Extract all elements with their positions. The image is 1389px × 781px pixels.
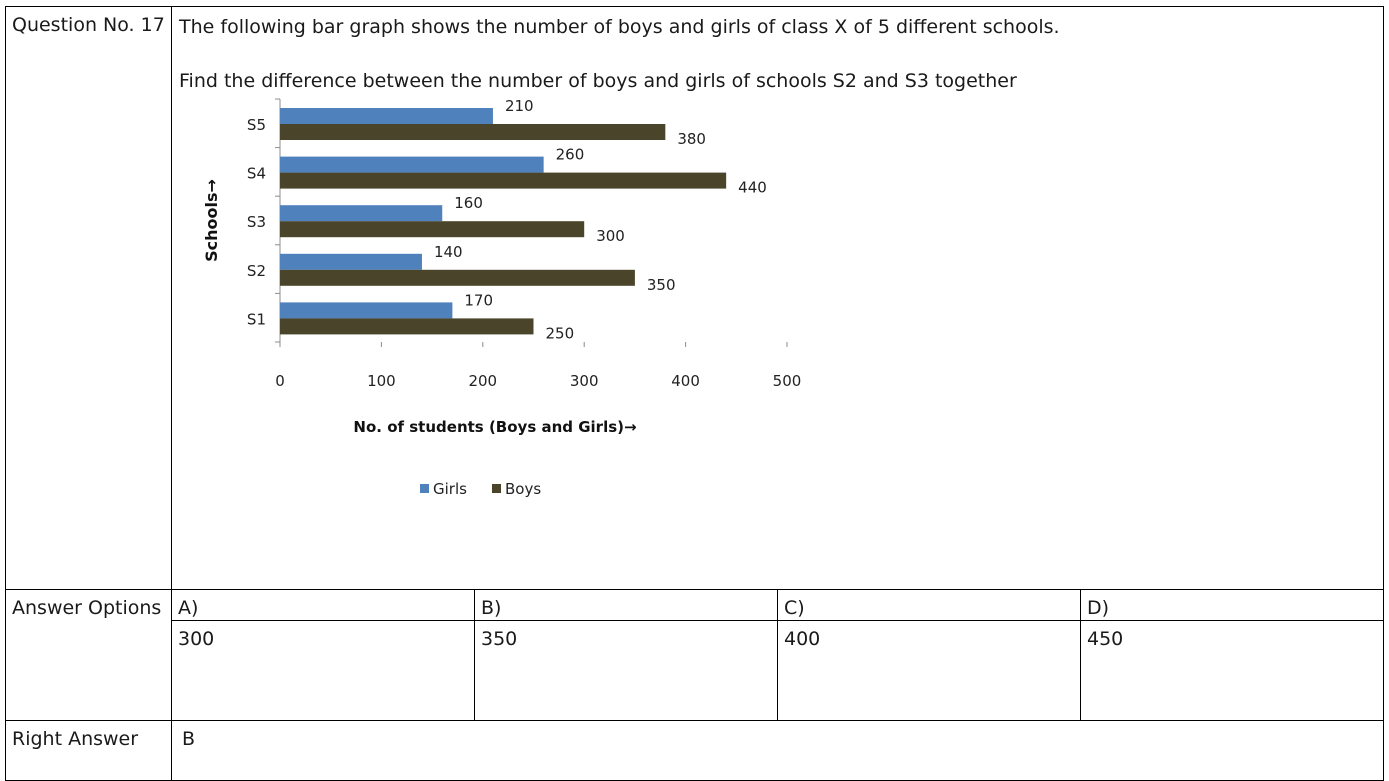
bar-chart: 0 100 200 300 400 500 170 250 S1 140 350 S2 160 300 S3…: [180, 93, 820, 513]
right-answer-label: Right Answer: [5, 720, 172, 781]
legend-label-boys: Boys: [505, 480, 541, 498]
bar-girls-s5: [280, 108, 493, 124]
bar-girls-s4: [280, 156, 544, 173]
right-answer-value: B: [171, 720, 1384, 781]
y-tick-label-s2: S2: [247, 262, 266, 280]
bar-boys-s3: [280, 221, 585, 238]
question-table: Question No. 17 The following bar graph …: [5, 6, 1384, 781]
data-label-girls-s4: 260: [556, 146, 585, 164]
option-value-a: 300: [171, 620, 475, 721]
bar-boys-s5: [280, 124, 666, 140]
answer-values-row: 300 350 400 450: [6, 620, 1384, 721]
bar-boys-s2: [280, 269, 635, 286]
option-letter-d: D): [1080, 589, 1384, 621]
option-letter-b: B): [474, 589, 778, 621]
data-label-girls-s3: 160: [454, 194, 483, 212]
data-label-girls-s5: 210: [505, 97, 534, 115]
option-value-d: 450: [1080, 620, 1384, 721]
x-axis-label: No. of students (Boys and Girls)→: [353, 418, 636, 436]
data-label-boys-s1: 250: [546, 324, 575, 342]
x-tick-label: 500: [773, 372, 802, 390]
bar-chart-svg: 0 100 200 300 400 500 170 250 S1 140 350 S2 160 300 S3…: [202, 97, 802, 498]
x-tick-label: 300: [570, 372, 599, 390]
option-letter-c: C): [777, 589, 1081, 621]
data-label-girls-s1: 170: [464, 291, 493, 309]
question-text-line2: Find the difference between the number o…: [179, 70, 1017, 92]
data-label-boys-s3: 300: [596, 227, 625, 245]
bar-girls-s1: [280, 302, 453, 319]
question-content: The following bar graph shows the number…: [171, 6, 1384, 590]
x-tick-label: 400: [671, 372, 700, 390]
bar-boys-s4: [280, 172, 727, 189]
question-sheet: Question No. 17 The following bar graph …: [5, 6, 1384, 781]
legend-swatch-girls: [420, 484, 429, 493]
option-letter-a: A): [171, 589, 475, 621]
answer-letters-row: Answer Options A) B) C) D): [5, 589, 1384, 721]
bar-boys-s1: [280, 318, 534, 335]
y-axis-label: Schools→: [202, 179, 221, 262]
data-label-boys-s5: 380: [677, 130, 706, 148]
x-tick-label: 0: [275, 372, 285, 390]
y-tick-label-s3: S3: [247, 213, 266, 231]
y-tick-label-s4: S4: [247, 165, 266, 183]
option-value-c: 400: [777, 620, 1081, 721]
bar-girls-s3: [280, 205, 443, 222]
option-value-b: 350: [474, 620, 778, 721]
question-text-line1: The following bar graph shows the number…: [179, 16, 1060, 38]
right-answer-row: Right Answer B: [5, 720, 1384, 781]
y-tick-label-s1: S1: [247, 310, 266, 328]
data-label-boys-s4: 440: [738, 179, 767, 197]
question-number-label: Question No. 17: [5, 6, 172, 590]
answer-options-label: Answer Options: [5, 589, 172, 721]
x-tick-label: 200: [468, 372, 497, 390]
data-label-boys-s2: 350: [647, 276, 676, 294]
bar-girls-s2: [280, 253, 422, 270]
legend-swatch-boys: [492, 484, 501, 493]
legend-label-girls: Girls: [433, 480, 467, 498]
question-row: Question No. 17 The following bar graph …: [5, 6, 1384, 590]
data-label-girls-s2: 140: [434, 243, 463, 261]
y-tick-label-s5: S5: [247, 116, 266, 134]
x-tick-label: 100: [367, 372, 396, 390]
